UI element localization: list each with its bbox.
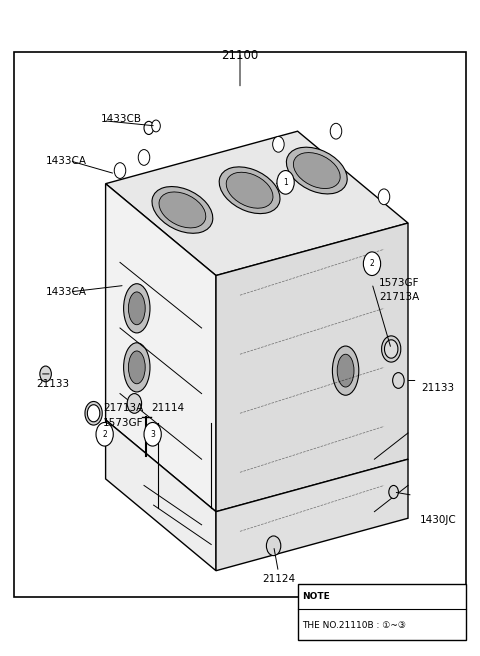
Text: 21133: 21133 xyxy=(36,379,69,389)
Ellipse shape xyxy=(128,351,145,384)
Polygon shape xyxy=(216,459,408,571)
Text: 21124: 21124 xyxy=(262,573,295,584)
Circle shape xyxy=(266,536,281,556)
Circle shape xyxy=(138,150,150,165)
Circle shape xyxy=(273,136,284,152)
Text: 21133: 21133 xyxy=(421,383,455,394)
Polygon shape xyxy=(106,184,216,512)
Circle shape xyxy=(114,163,126,178)
Text: 1: 1 xyxy=(283,178,288,187)
Text: THE NO.21110B : ①~③: THE NO.21110B : ①~③ xyxy=(302,621,407,630)
Text: 2: 2 xyxy=(370,259,374,268)
Circle shape xyxy=(277,171,294,194)
Polygon shape xyxy=(106,131,408,276)
Text: 1430JC: 1430JC xyxy=(420,514,457,525)
Circle shape xyxy=(330,123,342,139)
Ellipse shape xyxy=(152,186,213,234)
Text: 1433CB: 1433CB xyxy=(101,114,142,125)
Ellipse shape xyxy=(337,354,354,387)
Ellipse shape xyxy=(128,292,145,325)
Bar xyxy=(14,52,466,597)
Ellipse shape xyxy=(293,153,340,188)
Text: 1433CA: 1433CA xyxy=(46,155,86,166)
Circle shape xyxy=(127,394,142,413)
Text: 21713A: 21713A xyxy=(103,403,144,413)
Text: NOTE: NOTE xyxy=(302,592,330,601)
Text: 21114: 21114 xyxy=(151,403,184,413)
Circle shape xyxy=(378,189,390,205)
FancyBboxPatch shape xyxy=(298,584,466,640)
Circle shape xyxy=(144,121,154,134)
Ellipse shape xyxy=(159,192,206,228)
Circle shape xyxy=(96,422,113,446)
Text: 1433CA: 1433CA xyxy=(46,287,86,297)
Text: 1573GF: 1573GF xyxy=(379,278,420,289)
Ellipse shape xyxy=(123,342,150,392)
Text: 21713A: 21713A xyxy=(379,291,420,302)
Polygon shape xyxy=(216,223,408,512)
Circle shape xyxy=(40,366,51,382)
Ellipse shape xyxy=(332,346,359,395)
Polygon shape xyxy=(106,420,216,571)
Circle shape xyxy=(144,422,161,446)
Ellipse shape xyxy=(226,173,273,208)
Text: 2: 2 xyxy=(102,430,107,439)
Text: 3: 3 xyxy=(150,430,155,439)
Ellipse shape xyxy=(219,167,280,214)
Text: 1573GF: 1573GF xyxy=(103,418,144,428)
Ellipse shape xyxy=(123,283,150,333)
Text: 21100: 21100 xyxy=(221,49,259,62)
Circle shape xyxy=(152,120,160,132)
Circle shape xyxy=(363,252,381,276)
Ellipse shape xyxy=(287,147,347,194)
Circle shape xyxy=(389,485,398,499)
Circle shape xyxy=(393,373,404,388)
